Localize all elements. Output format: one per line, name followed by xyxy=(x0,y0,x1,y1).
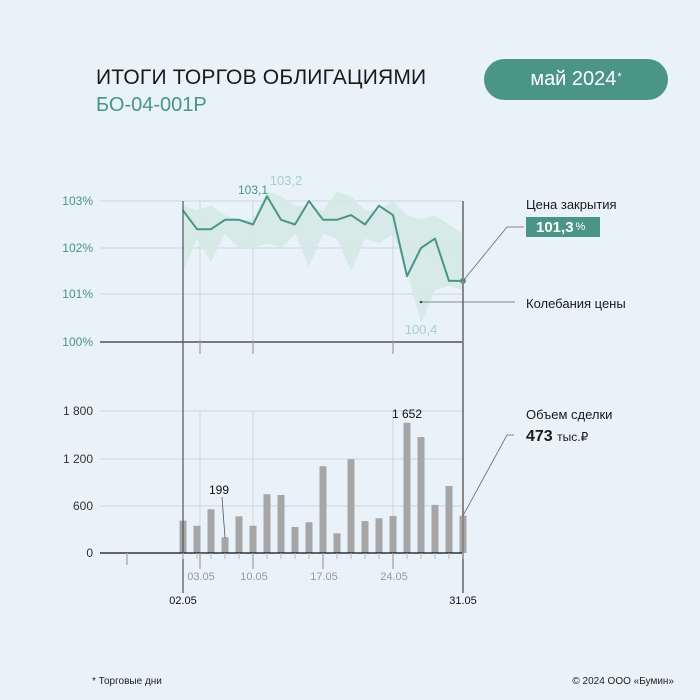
volume-bar xyxy=(347,459,355,553)
bond-code: БО-04-001Р xyxy=(96,94,207,116)
x-tick-label: 24.05 xyxy=(380,571,408,583)
price-range-area xyxy=(183,191,463,324)
copyright: © 2024 ООО «Бумин» xyxy=(572,676,674,687)
close-price-label: Цена закрытия xyxy=(526,197,617,212)
volume-bar xyxy=(291,526,299,553)
volume-label: Объем сделки xyxy=(526,407,613,422)
volume-bar xyxy=(389,515,397,553)
volume-bar xyxy=(207,509,215,553)
x-date-label: 02.05 xyxy=(169,595,197,607)
price-range-label: Колебания цены xyxy=(526,296,626,311)
volume-bar xyxy=(221,537,229,553)
range-leader-dot xyxy=(419,300,423,304)
min-low-annotation: 100,4 xyxy=(405,322,438,337)
volume-bar xyxy=(319,466,327,553)
volume-unit: тыс.₽ xyxy=(557,430,589,444)
period-footnote-mark: * xyxy=(617,70,622,83)
close-line xyxy=(182,195,463,282)
page-title: ИТОГИ ТОРГОВ ОБЛИГАЦИЯМИ xyxy=(96,66,427,89)
volume-y-tick-label: 1 800 xyxy=(63,404,93,418)
volume-bar xyxy=(333,533,341,553)
price-y-tick-label: 103% xyxy=(62,194,93,208)
min-volume-annotation: 199 xyxy=(209,483,229,497)
max-high-annotation: 103,2 xyxy=(270,173,303,188)
volume-y-tick-label: 1 200 xyxy=(63,452,93,466)
max-close-annotation: 103,1 xyxy=(238,183,268,197)
volume-bar xyxy=(445,485,453,553)
price-y-tick-label: 101% xyxy=(62,287,93,301)
chart-axes xyxy=(100,201,464,593)
x-date-label: 31.05 xyxy=(449,595,477,607)
volume-bar xyxy=(235,516,243,553)
volume-bar xyxy=(193,525,201,553)
volume-y-tick-label: 600 xyxy=(73,499,93,513)
volume-y-tick-label: 0 xyxy=(86,546,93,560)
max-volume-annotation: 1 652 xyxy=(392,407,422,421)
close-leader xyxy=(462,226,524,282)
min-volume-leader xyxy=(221,496,226,539)
volume-bar xyxy=(361,521,369,553)
volume-value-block: 473 тыс.₽ xyxy=(526,428,588,446)
footnote: * Торговые дни xyxy=(92,676,162,687)
x-tick-label: 03.05 xyxy=(187,571,215,583)
volume-bar xyxy=(431,504,439,553)
x-tick-label: 10.05 xyxy=(240,571,268,583)
period-label: май 2024 xyxy=(530,68,617,90)
price-y-tick-label: 102% xyxy=(62,241,93,255)
price-range-band xyxy=(183,191,463,324)
volume-bar xyxy=(263,494,271,553)
volume-value: 473 xyxy=(526,428,553,445)
close-price-value: 101,3 xyxy=(536,218,574,236)
volume-bar xyxy=(375,518,383,553)
price-y-tick-label: 100% xyxy=(62,335,93,349)
volume-bar xyxy=(305,522,313,553)
volume-bar xyxy=(417,437,425,553)
close-price-badge: 101,3% xyxy=(526,217,600,237)
volume-bar xyxy=(277,495,285,553)
x-tick-label: 17.05 xyxy=(310,571,338,583)
volume-bar xyxy=(403,422,411,553)
volume-leader xyxy=(462,434,514,516)
chart-labels: 103% 102% 101% 100% 1 800 1 200 600 0 03.05 10.05… xyxy=(62,173,476,607)
close-price-unit: % xyxy=(575,221,586,233)
volume-bar xyxy=(249,525,257,553)
period-badge: май 2024 * xyxy=(484,59,668,100)
leader-lines xyxy=(221,226,524,539)
